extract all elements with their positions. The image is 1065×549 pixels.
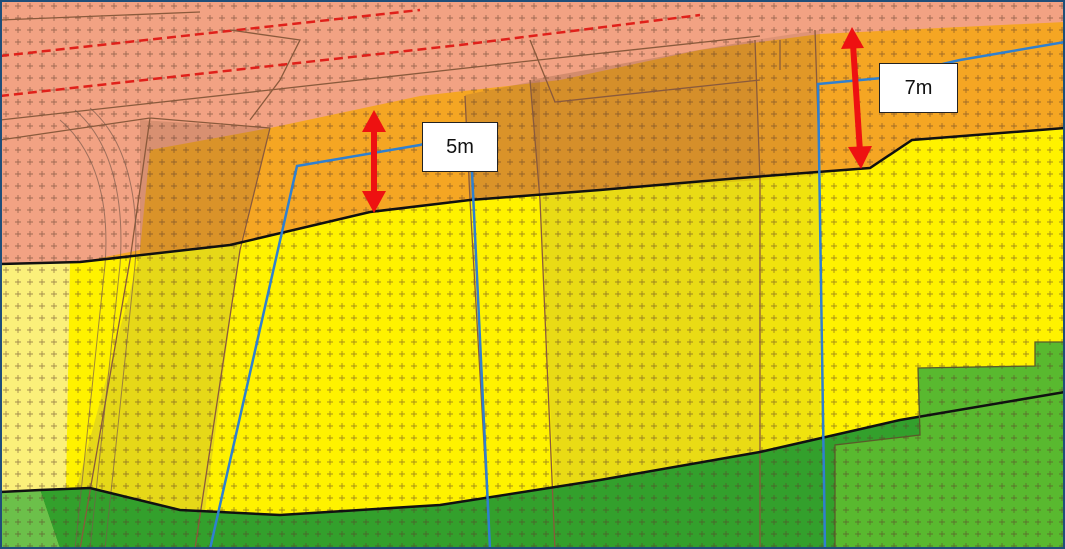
blue-parcel-left bbox=[208, 128, 492, 549]
lime-zone-outline bbox=[834, 341, 1065, 549]
zone-boundary-lower bbox=[0, 390, 1065, 517]
double-headed-arrow-icon bbox=[362, 110, 386, 213]
road-curves bbox=[59, 107, 137, 549]
clearance-label-5m: 5m bbox=[422, 122, 498, 172]
zone-boundary-upper bbox=[0, 126, 1065, 266]
clearance-label-7m: 7m bbox=[879, 63, 958, 113]
road-line-dashed-2 bbox=[0, 13, 701, 98]
double-headed-arrow-icon bbox=[841, 27, 872, 169]
road-line-dashed-1 bbox=[0, 8, 421, 58]
